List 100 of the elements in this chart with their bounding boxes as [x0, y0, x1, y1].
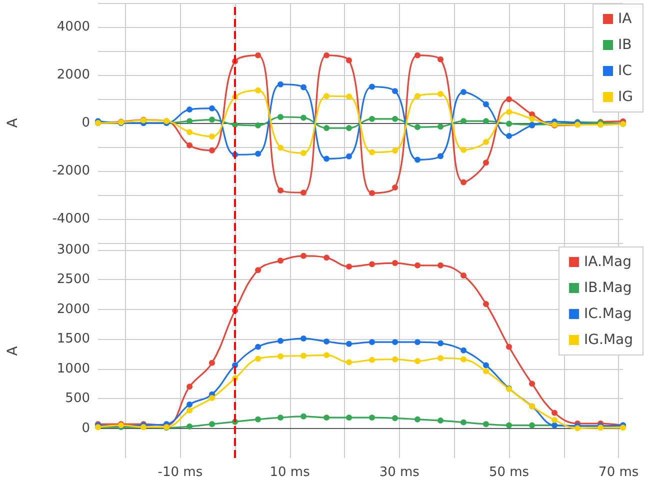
point — [255, 416, 262, 422]
point — [392, 116, 398, 122]
legend-label: IG — [618, 89, 634, 105]
point — [438, 90, 444, 97]
y-tick-label: 0 — [82, 420, 90, 436]
point — [277, 114, 284, 120]
point — [255, 344, 262, 350]
legend-label: IA.Mag — [584, 254, 632, 270]
point — [506, 108, 512, 115]
point — [186, 142, 193, 148]
point — [208, 116, 215, 123]
x-tick-label: 70 ms — [598, 465, 639, 480]
point — [300, 413, 307, 420]
point — [414, 358, 420, 364]
point — [369, 339, 376, 346]
point — [438, 153, 444, 160]
point — [529, 422, 536, 428]
legend-label: IA — [618, 11, 632, 27]
point — [300, 252, 307, 259]
point — [277, 353, 284, 360]
point — [208, 394, 215, 401]
point — [483, 160, 489, 166]
point — [346, 414, 352, 421]
point — [369, 190, 376, 196]
point — [255, 87, 262, 94]
y-tick-label: 2000 — [56, 302, 90, 317]
point — [300, 84, 307, 90]
point — [277, 258, 284, 264]
point — [506, 132, 512, 139]
point — [277, 338, 284, 344]
point — [529, 116, 536, 122]
point — [324, 338, 330, 344]
point — [208, 133, 215, 140]
point — [369, 116, 376, 122]
point — [300, 190, 307, 196]
legend-label: IC — [618, 63, 632, 79]
point — [392, 356, 398, 362]
point — [483, 362, 489, 368]
point — [506, 422, 512, 428]
point — [392, 260, 398, 266]
point — [186, 106, 193, 113]
point — [324, 93, 330, 100]
point — [346, 94, 352, 100]
y-axis-title: A — [5, 346, 21, 356]
point — [460, 146, 467, 153]
point — [186, 118, 193, 124]
point — [414, 156, 420, 163]
point — [506, 344, 512, 350]
point — [529, 380, 536, 387]
y-axis-title: A — [5, 118, 21, 128]
point — [460, 89, 467, 96]
point — [186, 423, 193, 430]
point — [438, 124, 444, 130]
legend-label: IB — [618, 37, 632, 53]
legend-label: IG.Mag — [584, 332, 634, 348]
point — [460, 347, 467, 354]
point — [414, 93, 420, 100]
legend-label: IC.Mag — [584, 306, 632, 322]
point — [392, 415, 398, 422]
point — [460, 272, 467, 279]
point — [346, 153, 352, 160]
point — [346, 125, 352, 132]
point — [460, 179, 467, 186]
y-tick-label: 3000 — [56, 242, 90, 258]
point — [552, 410, 558, 416]
x-tick-label: 50 ms — [488, 465, 530, 480]
point — [414, 262, 420, 268]
point — [392, 339, 398, 346]
point — [369, 149, 376, 156]
point — [324, 414, 330, 421]
point — [438, 340, 444, 346]
x-tick-label: -10 ms — [158, 465, 203, 480]
y-tick-label: 2000 — [56, 68, 90, 82]
point — [186, 402, 193, 408]
point — [346, 57, 352, 64]
point — [506, 120, 512, 127]
point — [438, 262, 444, 268]
point — [483, 301, 489, 308]
point — [369, 356, 376, 363]
point — [414, 124, 420, 130]
point — [483, 118, 489, 124]
y-tick-label: 0 — [82, 116, 90, 130]
point — [392, 184, 398, 191]
point — [483, 421, 489, 428]
point — [506, 96, 512, 102]
y-tick-label: -4000 — [52, 212, 90, 226]
point — [208, 421, 215, 428]
point — [186, 384, 193, 390]
point — [208, 360, 215, 366]
point — [186, 129, 193, 136]
point — [346, 340, 352, 347]
y-tick-label: 4000 — [56, 20, 90, 34]
point — [483, 138, 489, 145]
point — [277, 414, 284, 421]
point — [186, 407, 193, 414]
point — [369, 261, 376, 268]
point — [255, 356, 262, 362]
point — [255, 150, 262, 157]
point — [324, 156, 330, 162]
point — [346, 264, 352, 270]
